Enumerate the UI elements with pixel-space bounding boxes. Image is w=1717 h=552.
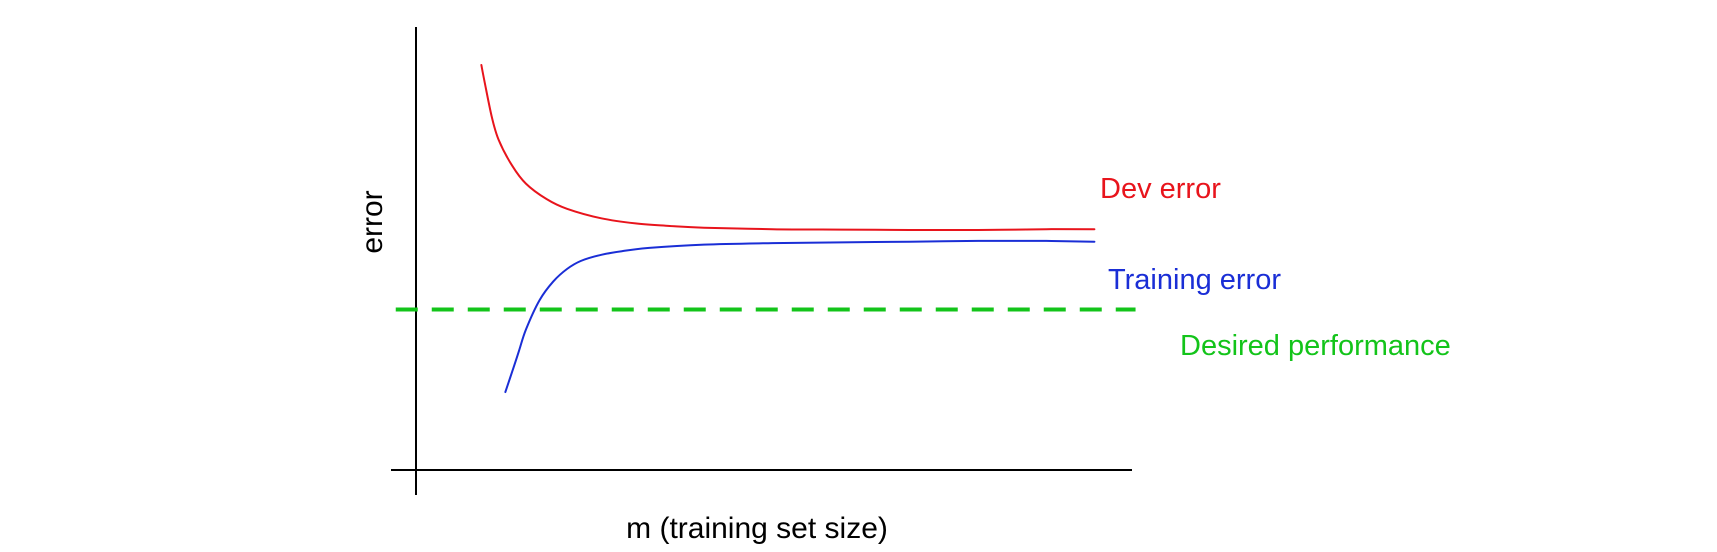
series-layer (395, 64, 1136, 394)
x-axis-label: m (training set size) (626, 512, 888, 545)
y-axis-label: error (356, 190, 389, 253)
legend-label-training-error: Training error (1108, 264, 1281, 296)
legend-label-desired-performance: Desired performance (1180, 330, 1451, 362)
series-line-training-error (504, 239, 1096, 394)
axes (391, 27, 1132, 495)
series-line-dev-error (480, 64, 1096, 232)
legend-label-dev-error: Dev error (1100, 173, 1221, 205)
